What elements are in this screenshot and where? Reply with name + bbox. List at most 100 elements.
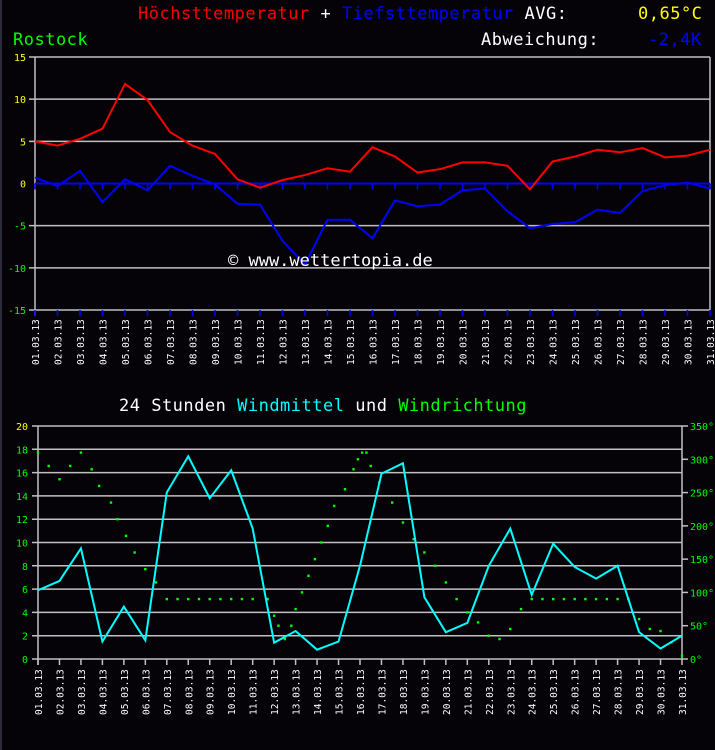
wind-direction-dot — [509, 627, 512, 631]
wind-direction-dot — [573, 597, 576, 601]
x-tick-label: 06.03.13 — [141, 669, 152, 715]
wind-direction-dot — [97, 484, 101, 488]
x-tick-label: 17.03.13 — [391, 319, 402, 365]
y-tick-label: 20 — [16, 422, 28, 433]
avg-label: AVG: — [524, 4, 568, 24]
x-tick-label: 07.03.13 — [163, 669, 174, 715]
x-tick-label: 14.03.13 — [324, 319, 335, 365]
wind-direction-dot — [605, 597, 609, 601]
y2-tick-label: 200° — [690, 522, 714, 533]
title-plus: + — [320, 4, 332, 24]
wind-title-part4: Windrichtung — [398, 396, 528, 416]
wind-direction-dot — [466, 611, 469, 614]
wind-direction-dot — [530, 597, 533, 601]
wind-direction-dot — [240, 597, 244, 601]
wind-direction-dot — [144, 567, 147, 571]
y-tick-label: 14 — [16, 492, 28, 503]
wind-direction-dot — [498, 637, 501, 641]
y-tick-label: 4 — [22, 608, 28, 619]
wind-direction-dot — [326, 524, 329, 528]
x-tick-label: 08.03.13 — [184, 669, 195, 715]
y2-tick-label: 0° — [690, 655, 702, 666]
wind-direction-dot — [266, 597, 269, 601]
x-tick-label: 10.03.13 — [234, 319, 245, 365]
x-tick-label: 18.03.13 — [399, 669, 410, 715]
x-tick-label: 05.03.13 — [120, 669, 131, 715]
wind-direction-dot — [307, 574, 310, 577]
y-tick-label: 16 — [16, 469, 28, 480]
wind-mean-line — [37, 454, 683, 651]
x-tick-label: 14.03.13 — [313, 669, 324, 715]
wind-direction-dot — [562, 597, 566, 601]
watermark: © www.wettertopia.de — [228, 251, 433, 271]
wind-direction-dot — [36, 451, 40, 454]
y-tick-label: 18 — [16, 445, 28, 456]
wind-direction-dot — [90, 468, 93, 471]
deviation-value: -2,4K — [648, 30, 702, 50]
wind-direction-dot — [58, 478, 61, 481]
y-tick-label: -5 — [14, 222, 26, 233]
x-tick-label: 11.03.13 — [256, 319, 267, 365]
wind-direction-dot — [272, 614, 276, 617]
x-tick-label: 02.03.13 — [54, 319, 65, 365]
wind-direction-dot — [616, 597, 619, 601]
y-tick-label: 8 — [22, 562, 28, 573]
x-tick-label: 21.03.13 — [463, 669, 474, 715]
x-tick-label: 22.03.13 — [485, 669, 496, 715]
y-tick-label: 0 — [20, 180, 26, 191]
wind-direction-dot — [541, 597, 544, 601]
header-title: Höchsttemperatur + Tiefsttemperatur AVG: — [138, 6, 567, 23]
wind-direction-dot — [79, 451, 83, 454]
x-tick-label: 27.03.13 — [592, 669, 603, 715]
wind-direction-dot — [360, 451, 364, 454]
wind-direction-dot — [187, 597, 190, 601]
x-tick-label: 24.03.13 — [528, 669, 539, 715]
x-tick-label: 07.03.13 — [166, 319, 177, 365]
y-tick-label: 5 — [20, 137, 26, 148]
x-tick-label: 29.03.13 — [635, 669, 646, 715]
wind-direction-dot — [277, 624, 280, 627]
x-tick-label: 02.03.13 — [55, 669, 66, 715]
wind-direction-dot — [352, 468, 355, 471]
wind-direction-dot — [552, 597, 555, 601]
y-tick-label: -15 — [8, 306, 26, 317]
wind-direction-dot — [519, 607, 523, 611]
wind-direction-dot — [116, 518, 119, 521]
wind-direction-dot — [659, 629, 662, 633]
y-tick-label: 15 — [14, 53, 26, 64]
wind-direction-dot — [197, 597, 201, 601]
x-tick-label: 20.03.13 — [442, 669, 453, 715]
wind-direction-dot — [444, 581, 448, 584]
x-tick-label: 28.03.13 — [639, 319, 650, 365]
series-line — [34, 82, 711, 191]
wind-title-part2: Windmittel — [237, 396, 345, 416]
x-tick-label: 23.03.13 — [526, 319, 537, 365]
x-tick-label: 04.03.13 — [99, 319, 110, 365]
title-max: Höchsttemperatur — [138, 4, 310, 24]
x-tick-label: 01.03.13 — [34, 669, 45, 715]
x-tick-label: 31.03.13 — [678, 669, 689, 715]
wind-title-part3: und — [355, 396, 388, 416]
wind-direction-dot — [433, 564, 437, 567]
x-tick-label: 15.03.13 — [346, 319, 357, 365]
wind-direction-dot — [412, 537, 415, 541]
wind-direction-dot — [343, 488, 347, 491]
x-tick-label: 16.03.13 — [369, 319, 380, 365]
x-tick-label: 17.03.13 — [377, 669, 388, 715]
wind-direction-dot — [69, 464, 72, 468]
x-tick-label: 19.03.13 — [436, 319, 447, 365]
wind-direction-dot — [124, 534, 128, 538]
temperature-chart: 15 10 5 0 -5 -10 -15 01.03.13 02.03.13 03.03.13 04… — [8, 53, 715, 365]
x-tick-label: 19.03.13 — [420, 669, 431, 715]
x-tick-label: 12.03.13 — [270, 669, 281, 715]
y2-tick-label: 350° — [690, 422, 714, 433]
wind-direction-dot — [476, 621, 480, 624]
x-tick-label: 25.03.13 — [571, 319, 582, 365]
x-tick-label: 28.03.13 — [614, 669, 625, 715]
wind-direction-dot — [283, 637, 287, 641]
deviation-label: Abweichung: — [481, 30, 600, 50]
x-tick-label: 27.03.13 — [616, 319, 627, 365]
wind-direction-dot — [637, 617, 641, 621]
left-edge — [0, 0, 2, 750]
